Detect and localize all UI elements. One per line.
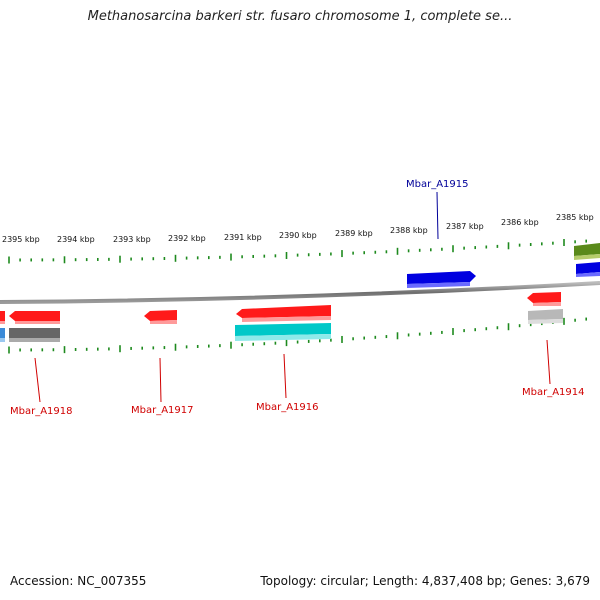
kbp-label: 2389 kbp: [335, 229, 373, 238]
gene-label[interactable]: Mbar_A1916: [256, 402, 319, 413]
gene-mbar-a1915[interactable]: [407, 271, 476, 288]
gene-label[interactable]: Mbar_A1914: [522, 387, 585, 398]
label-line-a1918: [34, 357, 41, 403]
gene-olive-edge[interactable]: [574, 243, 600, 260]
kbp-label: 2390 kbp: [279, 231, 317, 240]
gene-label[interactable]: Mbar_A1915: [406, 179, 469, 190]
gene-label[interactable]: Mbar_A1918: [10, 406, 73, 417]
gene-mbar-a1918[interactable]: [9, 311, 60, 324]
label-line-a1917: [159, 357, 162, 403]
gene-skyblue-edge[interactable]: [0, 328, 5, 342]
kbp-label: 2392 kbp: [168, 234, 206, 243]
kbp-labels: 2395 kbp 2394 kbp 2393 kbp 2392 kbp 2391…: [2, 213, 594, 244]
kbp-label: 2388 kbp: [390, 226, 428, 235]
kbp-label: 2387 kbp: [446, 222, 484, 231]
chromosome-backbone: [0, 281, 600, 304]
gene-cyan-1916[interactable]: [235, 323, 331, 341]
gene-label[interactable]: Mbar_A1917: [131, 405, 194, 416]
gene-lightgray-1914[interactable]: [528, 309, 563, 324]
gene-mbar-a1916[interactable]: [236, 305, 331, 322]
kbp-label: 2391 kbp: [224, 233, 262, 242]
map-title: Methanosarcina barkeri str. fusaro chrom…: [87, 9, 513, 24]
kbp-label: 2386 kbp: [501, 218, 539, 227]
gene-gray-1918[interactable]: [9, 328, 60, 342]
gene-mbar-a1917[interactable]: [144, 310, 177, 324]
kbp-label: 2393 kbp: [113, 235, 151, 244]
label-line-a1915: [436, 191, 439, 240]
gene-red-edge[interactable]: [0, 311, 5, 324]
label-line-a1916: [283, 353, 287, 399]
kbp-ticks-outer: [8, 239, 588, 264]
label-line-a1914: [546, 339, 551, 385]
kbp-label: 2385 kbp: [556, 213, 594, 222]
kbp-label: 2395 kbp: [2, 235, 40, 244]
topology-summary: Topology: circular; Length: 4,837,408 bp…: [260, 574, 590, 588]
kbp-label: 2394 kbp: [57, 235, 95, 244]
accession-text: Accession: NC_007355: [10, 574, 147, 588]
gene-mbar-a1914[interactable]: [527, 292, 561, 306]
gene-blue-edge[interactable]: [576, 262, 600, 277]
